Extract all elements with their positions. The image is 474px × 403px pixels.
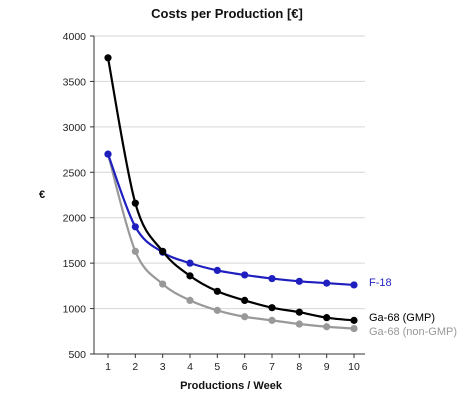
- x-tick-label: 8: [296, 361, 302, 373]
- data-point: [295, 277, 303, 285]
- series-group: [104, 54, 358, 333]
- data-point: [159, 247, 167, 255]
- data-point: [131, 247, 139, 255]
- series-ga-68-non-gmp: [104, 150, 358, 333]
- data-point: [213, 287, 221, 295]
- data-point: [104, 150, 112, 158]
- series-line: [106, 153, 355, 287]
- x-tick-label: 6: [242, 361, 248, 373]
- data-point: [186, 296, 194, 304]
- y-tick-label: 2000: [63, 213, 87, 225]
- data-point: [323, 323, 331, 331]
- x-tick-label: 5: [214, 361, 220, 373]
- x-tick-label: 7: [269, 361, 275, 373]
- data-point: [268, 316, 276, 324]
- data-point: [131, 223, 139, 231]
- series-line: [106, 153, 355, 330]
- series-label: Ga-68 (GMP): [369, 312, 435, 324]
- x-tick-label: 9: [324, 361, 330, 373]
- data-point: [268, 274, 276, 283]
- grid-lines: [90, 35, 365, 355]
- x-tick-label: 4: [187, 361, 193, 373]
- data-point: [350, 281, 358, 289]
- y-tick-label: 3000: [63, 122, 87, 134]
- y-axis-label: €: [39, 189, 45, 201]
- data-point: [241, 296, 249, 304]
- x-tick-label: 2: [132, 361, 138, 373]
- data-point: [104, 54, 112, 62]
- axes: [93, 36, 365, 355]
- data-point: [323, 279, 331, 287]
- data-point: [186, 259, 194, 267]
- data-point: [295, 308, 303, 316]
- series-label: Ga-68 (non-GMP): [369, 326, 457, 338]
- data-point: [323, 314, 331, 322]
- chart-title: Costs per Production [€]: [151, 6, 303, 21]
- series-f-18: [104, 150, 358, 289]
- y-tick-label: 1500: [63, 258, 87, 270]
- data-point: [159, 280, 167, 288]
- data-point: [213, 266, 221, 275]
- y-tick-label: 3500: [63, 76, 87, 88]
- series-ga-68-gmp: [104, 54, 358, 324]
- x-tick-label: 3: [160, 361, 166, 373]
- data-point: [350, 324, 358, 333]
- data-point: [131, 199, 139, 207]
- data-point: [268, 304, 276, 312]
- y-tick-label: 1000: [63, 304, 87, 316]
- x-tick-label: 10: [348, 361, 360, 373]
- data-point: [295, 320, 303, 328]
- y-tick-label: 4000: [63, 31, 87, 43]
- data-point: [186, 272, 194, 280]
- series-line: [106, 57, 355, 322]
- x-axis-label: Productions / Week: [180, 380, 283, 392]
- data-point: [241, 271, 249, 279]
- y-tick-label: 500: [68, 349, 86, 361]
- y-tick-labels: 500 1000 1500 2000 2500 3000 3500 4000: [63, 31, 87, 361]
- x-tick-label: 1: [105, 361, 111, 373]
- series-label: F-18: [369, 277, 392, 289]
- x-tick-labels: 1 2 3 4 5 6 7 8 9 10: [105, 354, 360, 373]
- data-point: [241, 313, 249, 321]
- data-point: [350, 316, 358, 324]
- data-point: [213, 306, 221, 314]
- series-labels: F-18 Ga-68 (GMP) Ga-68 (non-GMP): [369, 277, 457, 338]
- y-tick-label: 2500: [63, 167, 87, 179]
